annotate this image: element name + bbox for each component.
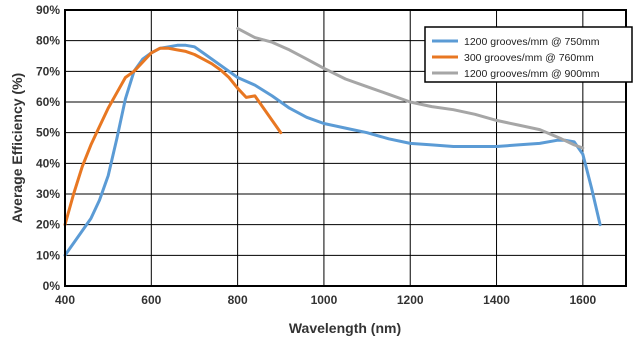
- series-line-2: [63, 46, 283, 227]
- y-tick-label: 30%: [36, 187, 60, 201]
- x-tick-label: 1600: [569, 293, 596, 307]
- x-tick-label: 1200: [397, 293, 424, 307]
- plot-frame: [64, 9, 627, 287]
- series-line-1: [63, 43, 602, 257]
- series-line-3: [236, 26, 585, 150]
- y-tick-label: 40%: [36, 156, 60, 170]
- x-tick-label: 800: [228, 293, 248, 307]
- legend-label-3: 1200 grooves/mm @ 900mm: [464, 68, 600, 80]
- series-layer: [63, 26, 602, 257]
- y-tick-labels: 0% 10% 20% 30% 40% 50% 60% 70% 80% 90%: [36, 3, 60, 293]
- x-tick-label: 600: [141, 293, 161, 307]
- legend-label-2: 300 grooves/mm @ 760mm: [464, 52, 594, 64]
- x-axis-title: Wavelength (nm): [289, 320, 401, 336]
- legend: 1200 grooves/mm @ 750mm 300 grooves/mm @ …: [424, 26, 633, 83]
- y-tick-label: 20%: [36, 218, 60, 232]
- legend-label-1: 1200 grooves/mm @ 750mm: [464, 36, 600, 48]
- y-tick-label: 60%: [36, 95, 60, 109]
- y-tick-label: 70%: [36, 64, 60, 78]
- x-tick-label: 1000: [311, 293, 338, 307]
- x-tick-label: 1400: [483, 293, 510, 307]
- x-tick-labels: 400 600 800 1000 1200 1400 1600: [55, 293, 597, 307]
- y-tick-label: 10%: [36, 248, 60, 262]
- legend-box: [424, 26, 633, 83]
- y-tick-label: 80%: [36, 34, 60, 48]
- x-tick-label: 400: [55, 293, 75, 307]
- y-tick-label: 0%: [43, 279, 61, 293]
- y-tick-label: 50%: [36, 126, 60, 140]
- y-axis-title: Average Efficiency (%): [9, 73, 25, 223]
- y-tick-label: 90%: [36, 3, 60, 17]
